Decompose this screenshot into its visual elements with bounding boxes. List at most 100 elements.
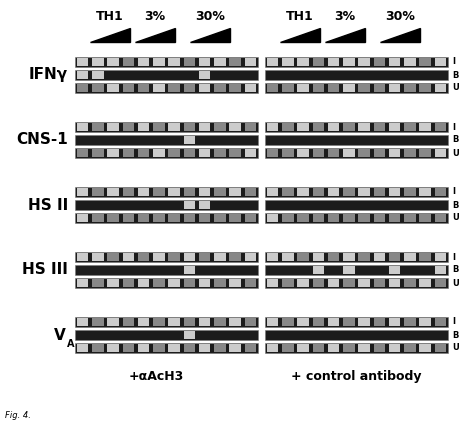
Bar [374,318,385,326]
Bar [75,265,258,275]
Bar [229,344,241,352]
Text: I: I [452,58,455,67]
Bar [92,71,104,79]
Bar [199,279,210,287]
Bar [199,201,210,209]
Bar [214,279,226,287]
Bar [92,214,104,222]
Bar [229,84,241,92]
Bar [343,149,355,157]
Bar [92,84,104,92]
Bar [435,266,446,274]
Bar [435,279,446,287]
Bar [123,318,134,326]
Bar [435,253,446,261]
Bar [138,214,149,222]
Bar [265,317,448,327]
Bar [183,266,195,274]
Bar [214,84,226,92]
Bar [153,123,164,131]
Bar [343,318,355,326]
Text: CNS-1: CNS-1 [16,132,68,147]
Bar [138,149,149,157]
Bar [282,253,293,261]
Bar [153,279,164,287]
Bar [229,149,241,157]
Bar [389,266,401,274]
Bar [358,188,370,196]
Bar [265,122,448,132]
Bar [389,214,401,222]
Bar [419,84,431,92]
Bar [313,58,324,66]
Bar [245,123,256,131]
Bar [267,214,278,222]
Bar [229,279,241,287]
Text: Fig. 4.: Fig. 4. [5,411,31,420]
Bar [374,123,385,131]
Bar [265,148,448,158]
Bar [77,84,88,92]
Text: + control antibody: + control antibody [291,370,421,383]
Bar [75,57,258,67]
Bar [313,266,324,274]
Bar [374,188,385,196]
Bar [297,123,309,131]
Text: 30%: 30% [195,10,225,23]
Bar [138,58,149,66]
Bar [404,344,416,352]
Bar [419,188,431,196]
Bar [138,84,149,92]
Bar [343,188,355,196]
Bar [229,214,241,222]
Bar [214,149,226,157]
Bar [389,123,401,131]
Bar [297,279,309,287]
Bar [419,318,431,326]
Bar [313,214,324,222]
Text: B: B [452,135,458,144]
Bar [328,123,339,131]
Bar [265,265,448,275]
Bar [374,253,385,261]
Bar [313,123,324,131]
Text: TH1: TH1 [286,10,314,23]
Bar [267,253,278,261]
Bar [75,343,258,353]
Bar [265,252,448,262]
Bar [183,279,195,287]
Text: V: V [54,328,66,343]
Bar [282,123,293,131]
Bar [123,279,134,287]
Bar [267,58,278,66]
Bar [297,344,309,352]
Bar [183,331,195,339]
Bar [77,253,88,261]
Bar [419,253,431,261]
Bar [138,188,149,196]
Polygon shape [280,28,320,42]
Bar [168,279,180,287]
Text: I: I [452,317,455,326]
Bar [374,214,385,222]
Bar [297,84,309,92]
Bar [435,344,446,352]
Bar [297,214,309,222]
Text: B: B [452,71,458,80]
Bar [267,123,278,131]
Bar [75,200,258,210]
Bar [404,214,416,222]
Bar [389,318,401,326]
Bar [282,214,293,222]
Bar [265,330,448,340]
Bar [77,58,88,66]
Bar [374,279,385,287]
Bar [328,84,339,92]
Bar [267,318,278,326]
Bar [419,58,431,66]
Bar [404,279,416,287]
Bar [245,344,256,352]
Bar [92,253,104,261]
Bar [75,70,258,80]
Bar [92,149,104,157]
